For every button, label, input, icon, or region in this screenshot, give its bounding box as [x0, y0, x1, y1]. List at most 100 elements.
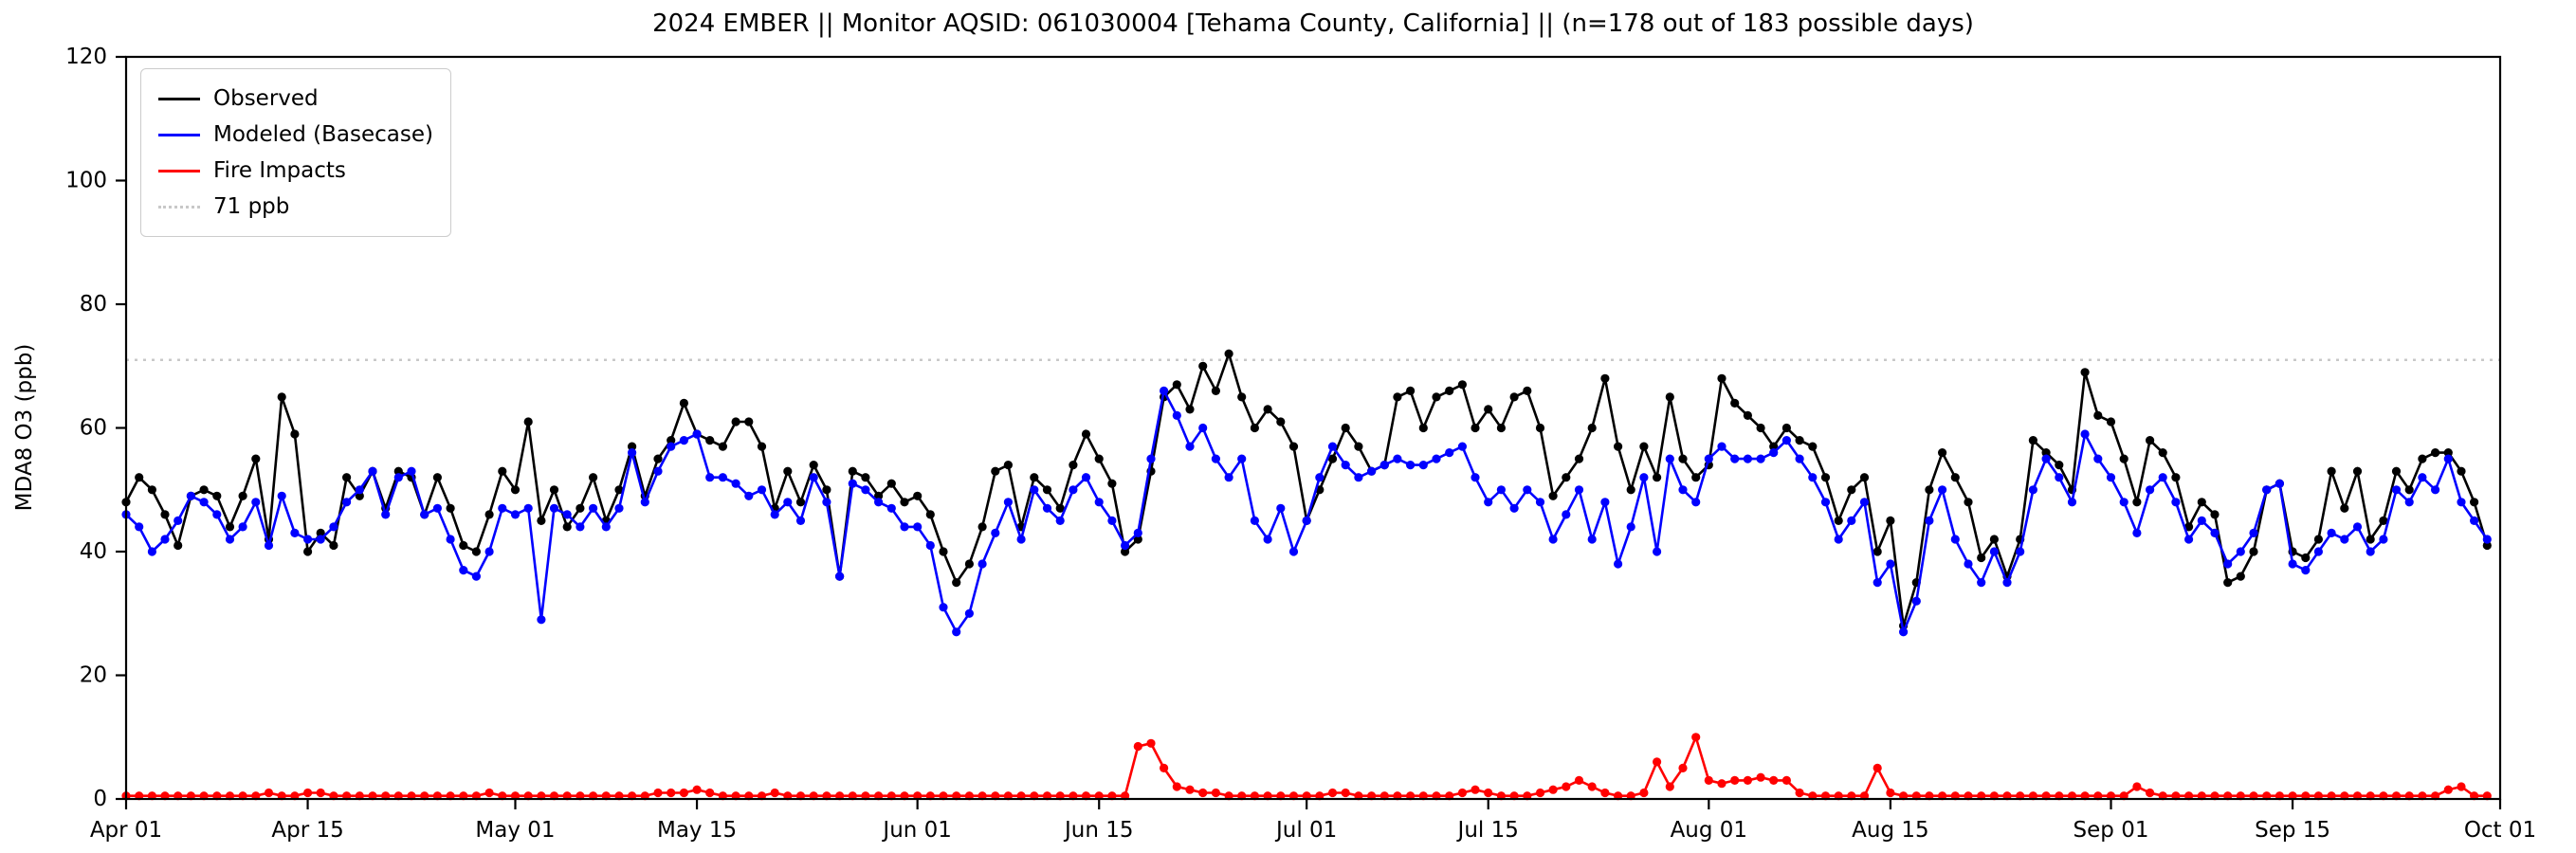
data-point [1418, 423, 1428, 433]
x-tick-label: May 01 [475, 818, 555, 843]
data-point [1808, 442, 1818, 451]
data-point [1224, 349, 1233, 358]
data-point [744, 417, 754, 426]
data-point [1925, 485, 1934, 495]
data-point [1379, 461, 1389, 470]
x-tick-label: Apr 15 [271, 818, 343, 843]
x-tick-label: Sep 01 [2074, 818, 2149, 843]
data-point [1457, 442, 1467, 451]
data-point [290, 528, 300, 538]
y-tick-label: 100 [65, 169, 107, 193]
data-point [667, 436, 676, 445]
chart-legend: Observed Modeled (Basecase) Fire Impacts… [140, 68, 451, 237]
data-point [1406, 461, 1416, 470]
data-point [1626, 485, 1635, 495]
axes-frame [124, 55, 2502, 801]
data-point [2431, 485, 2440, 495]
data-point [1614, 442, 1623, 451]
data-point [290, 429, 300, 439]
data-point [2418, 473, 2427, 482]
data-point [575, 503, 585, 513]
data-point [886, 479, 896, 488]
data-point [1327, 454, 1338, 463]
data-point [1535, 788, 1545, 798]
y-tick-label: 60 [80, 416, 107, 441]
data-point [2366, 535, 2375, 544]
data-point [822, 485, 831, 495]
data-point [1211, 788, 1220, 798]
data-point [1756, 772, 1765, 782]
data-point [1484, 498, 1493, 507]
data-point [1146, 454, 1156, 463]
data-point [549, 485, 559, 495]
data-point [1198, 361, 1208, 371]
data-point [1691, 498, 1701, 507]
data-point [2443, 448, 2453, 458]
data-point [1574, 485, 1584, 495]
data-point [1717, 779, 1726, 789]
data-point [1678, 485, 1688, 495]
data-point [1030, 473, 1039, 482]
data-point [1614, 559, 1623, 569]
x-tick-label: Oct 01 [2464, 818, 2536, 843]
data-point [1133, 741, 1142, 752]
data-point [549, 503, 559, 513]
data-point [1574, 775, 1584, 786]
data-point [1030, 485, 1039, 495]
y-tick-label: 20 [80, 663, 107, 688]
data-point [1457, 380, 1467, 390]
data-point [952, 578, 961, 588]
data-point [1003, 461, 1013, 470]
data-point [2132, 782, 2142, 791]
data-point [1938, 448, 1947, 458]
data-point [1730, 454, 1740, 463]
data-point [225, 522, 235, 532]
data-point [783, 466, 793, 476]
data-point [264, 540, 274, 551]
data-point [783, 498, 793, 507]
data-point [510, 485, 521, 495]
data-point [484, 510, 494, 519]
legend-item-observed: Observed [158, 81, 433, 117]
data-point [562, 522, 572, 532]
data-point [342, 473, 352, 482]
data-point [1094, 498, 1104, 507]
data-point [2404, 498, 2414, 507]
data-point [355, 485, 364, 495]
data-point [1042, 485, 1052, 495]
data-point [1496, 423, 1506, 433]
data-point [1847, 516, 1856, 526]
data-point [1639, 442, 1649, 451]
data-point [160, 535, 170, 544]
legend-item-modeled: Modeled (Basecase) [158, 117, 433, 153]
data-point [1834, 516, 1843, 526]
data-point [991, 528, 1000, 538]
data-point [1847, 485, 1856, 495]
data-point [1211, 454, 1220, 463]
data-point [795, 516, 806, 526]
data-point [705, 788, 715, 798]
data-point [1587, 535, 1597, 544]
data-point [1820, 498, 1831, 507]
data-point [589, 503, 598, 513]
data-point [2093, 410, 2103, 420]
data-point [471, 547, 481, 556]
data-point [1393, 392, 1402, 402]
data-point [1743, 410, 1752, 420]
data-point [1795, 454, 1804, 463]
data-point [1276, 503, 1286, 513]
data-point [1781, 775, 1791, 786]
data-point [2080, 368, 2090, 377]
data-point [1198, 423, 1208, 433]
data-point [1172, 380, 1181, 390]
data-point [925, 510, 935, 519]
data-point [1535, 423, 1545, 433]
data-point [1548, 491, 1558, 500]
data-point [2210, 510, 2220, 519]
data-point [1327, 442, 1338, 451]
fire-impacts-line-swatch [158, 169, 200, 172]
x-tick-label: Aug 15 [1852, 818, 1929, 843]
data-point [2146, 788, 2155, 798]
data-point [432, 503, 442, 513]
data-point [1548, 785, 1558, 794]
